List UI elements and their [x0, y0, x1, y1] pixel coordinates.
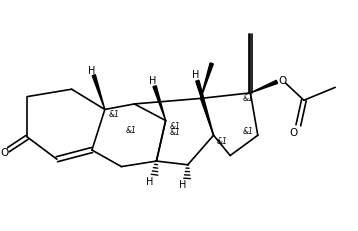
Text: &1: &1: [243, 126, 254, 135]
Text: &1: &1: [170, 128, 181, 137]
Text: H: H: [149, 76, 156, 86]
Text: H: H: [146, 176, 154, 186]
Text: H: H: [192, 70, 199, 80]
Text: &1: &1: [217, 136, 227, 145]
Text: &1: &1: [125, 125, 136, 134]
Text: &1: &1: [243, 93, 254, 102]
Polygon shape: [196, 81, 214, 136]
Text: H: H: [87, 66, 95, 76]
Polygon shape: [153, 86, 166, 121]
Text: H: H: [179, 179, 186, 189]
Polygon shape: [250, 81, 277, 94]
Polygon shape: [201, 64, 213, 99]
Text: O: O: [290, 128, 298, 137]
Text: &1: &1: [170, 121, 181, 130]
Text: &1: &1: [108, 109, 119, 118]
Text: O: O: [0, 147, 8, 157]
Text: O: O: [278, 76, 286, 86]
Polygon shape: [92, 75, 105, 110]
